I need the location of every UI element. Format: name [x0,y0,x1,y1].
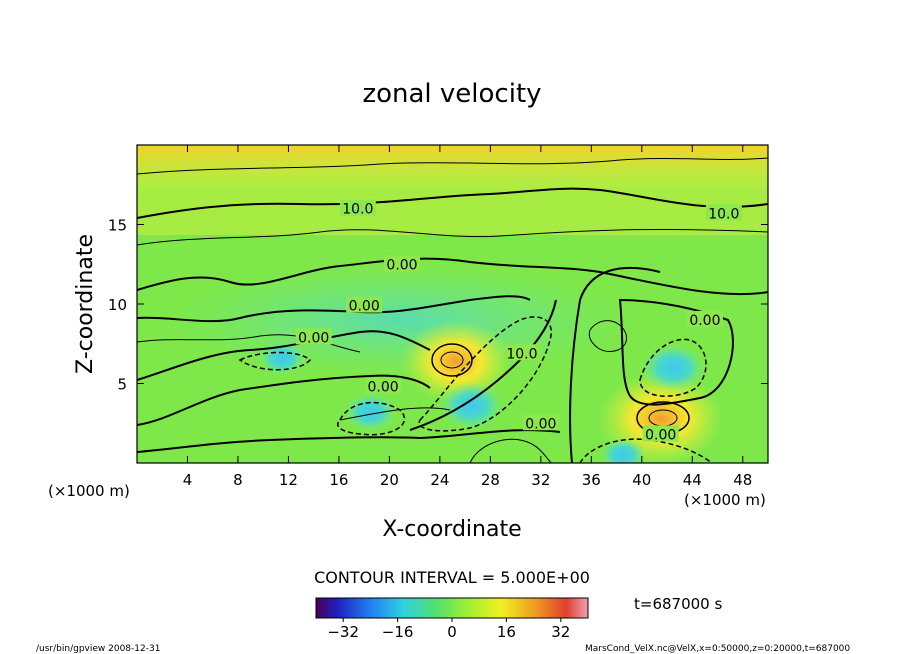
contour-label-bg [642,425,679,442]
contour-0-upper [137,257,768,296]
x-tick-label: 48 [733,471,752,489]
velocity-minimum [344,393,397,432]
heatmap-field: 10.0 10.0 0.00 0.00 0.00 0.00 10.0 0.00 0.00 0.00 [137,145,768,463]
contour-pos-ring-1 [431,343,473,377]
contour-neg-dashed-1 [337,401,406,436]
footer-left: /usr/bin/gpview 2008-12-31 [36,644,160,654]
y-tick-label: 10 [108,296,127,314]
contour-label: 0.00 [349,299,380,315]
x-tick-label: 44 [683,471,702,489]
x-tick-label: 40 [632,471,651,489]
x-tick-label: 16 [329,471,348,489]
x-tick-label: 4 [183,471,193,489]
colorbar-gradient [315,597,589,619]
contour-label: 10.0 [506,346,537,362]
contour-0-diagonal [409,299,557,431]
contour-label: 0.00 [368,380,399,396]
contour-neg-dashed-4 [238,351,312,371]
colorbar: −32 −16 0 16 32 [315,597,589,641]
velocity-minimum [439,382,504,430]
contour-thin-5 [469,438,553,463]
time-label: t=687000 s [634,595,722,613]
contour-0-right-loop [618,298,734,406]
contour-thin-2 [137,157,768,175]
contour-label: 0.00 [689,313,720,329]
velocity-minimum [641,344,705,391]
contour-neg-dashed-5 [579,438,713,463]
colorbar-tick-label: −32 [327,623,359,641]
contour-label-bg [346,296,383,313]
colorbar-ticks: −32 −16 0 16 32 [327,618,570,641]
contour-label-layer: 10.0 10.0 0.00 0.00 0.00 0.00 10.0 0.00 0.00 0.00 [295,199,742,443]
contour-label-bg [686,310,723,327]
contour-label: 0.00 [645,427,676,443]
y-tick-label: 5 [117,376,127,394]
x-tick-label: 12 [279,471,298,489]
contour-0-right [569,266,661,463]
x-axis-label: X-coordinate [382,517,521,542]
x-tick-label: 8 [233,471,243,489]
contour-0-bottom [137,374,431,426]
x-tick-label: 24 [430,471,449,489]
velocity-minimum [259,341,305,375]
contour-label: 10.0 [342,202,373,218]
colorbar-tick-label: 32 [551,623,570,641]
velocity-minimum [600,438,646,463]
contour-thin-6 [588,320,627,352]
contour-label-bg [365,377,402,394]
footer-right: MarsCond_VelX.nc@VelX,x=0:50000,z=0:2000… [585,644,850,654]
x-tick-label: 28 [481,471,500,489]
x-tick-label: 32 [531,471,550,489]
contour-10-upper [137,187,768,219]
contour-pos-ring-1b [440,351,464,369]
contour-0-floor [137,429,561,453]
contour-thin-1 [137,228,768,246]
y-axis-label: Z-coordinate [73,234,98,374]
x-tick-label: 36 [582,471,601,489]
contour-neg-dashed-2 [418,316,552,432]
x-unit-right: (×1000 m) [684,491,766,509]
contour-label: 0.00 [525,416,556,432]
contour-label-bg [339,199,376,216]
colorbar-tick-label: 0 [447,623,457,641]
field-mid-teal [170,265,630,375]
x-unit-left: (×1000 m) [48,482,130,500]
contour-label-bg [705,204,742,221]
colorbar-tick-label: −16 [382,623,414,641]
contour-label-bg [295,328,332,345]
velocity-maximum [400,320,512,403]
y-axis: 5 10 15 [108,217,768,394]
contour-label: 0.00 [386,257,417,273]
contour-label: 0.00 [298,330,329,346]
x-axis: 4 8 12 16 20 24 28 32 36 40 44 48 [183,145,752,489]
contour-lines [137,157,768,463]
contour-label: 10.0 [708,206,739,222]
colorbar-tick-label: 16 [497,623,516,641]
contour-0-lower [137,330,431,381]
chart-title: zonal velocity [362,79,541,109]
x-tick-label: 20 [380,471,399,489]
y-tick-label: 15 [108,217,127,235]
contour-interval: CONTOUR INTERVAL = 5.000E+00 [314,568,590,587]
contour-label-bg [384,255,421,272]
contour-label-bg [503,344,540,361]
contour-label-bg [522,414,559,431]
contour-neg-dashed-3 [639,338,707,397]
